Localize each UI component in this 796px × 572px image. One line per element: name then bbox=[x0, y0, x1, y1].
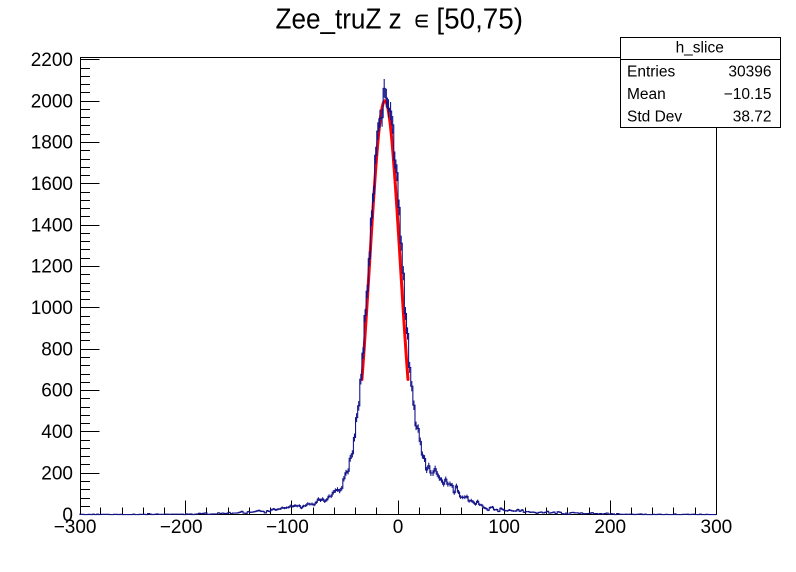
svg-text:200: 200 bbox=[41, 463, 73, 484]
svg-text:1600: 1600 bbox=[31, 174, 73, 195]
svg-text:300: 300 bbox=[701, 517, 733, 538]
svg-text:Entries: Entries bbox=[627, 64, 680, 81]
svg-text:−300: −300 bbox=[54, 517, 97, 538]
svg-text:Std Dev: Std Dev bbox=[627, 109, 682, 126]
svg-text:0: 0 bbox=[62, 505, 73, 526]
svg-text:Zee_truZ z: Zee_truZ z bbox=[276, 2, 402, 35]
svg-text:1000: 1000 bbox=[31, 298, 73, 319]
svg-text:[50,75): [50,75) bbox=[436, 3, 523, 36]
svg-text:1800: 1800 bbox=[31, 133, 73, 154]
svg-text:2000: 2000 bbox=[31, 91, 73, 112]
svg-text:2200: 2200 bbox=[31, 50, 73, 71]
svg-text:30396: 30396 bbox=[728, 64, 771, 81]
svg-text:1400: 1400 bbox=[31, 215, 73, 236]
svg-text:200: 200 bbox=[594, 517, 626, 538]
svg-text:−100: −100 bbox=[266, 517, 309, 538]
svg-text:0: 0 bbox=[393, 517, 404, 538]
svg-text:100: 100 bbox=[488, 517, 520, 538]
svg-text:Mean: Mean bbox=[627, 86, 666, 103]
svg-text:600: 600 bbox=[41, 381, 73, 402]
svg-text:800: 800 bbox=[41, 339, 73, 360]
svg-text:−10.15: −10.15 bbox=[724, 86, 772, 103]
svg-text:h_slice: h_slice bbox=[676, 39, 724, 56]
svg-text:1200: 1200 bbox=[31, 257, 73, 278]
svg-text:−200: −200 bbox=[160, 517, 203, 538]
svg-text:400: 400 bbox=[41, 422, 73, 443]
svg-text:38.72: 38.72 bbox=[733, 109, 772, 126]
